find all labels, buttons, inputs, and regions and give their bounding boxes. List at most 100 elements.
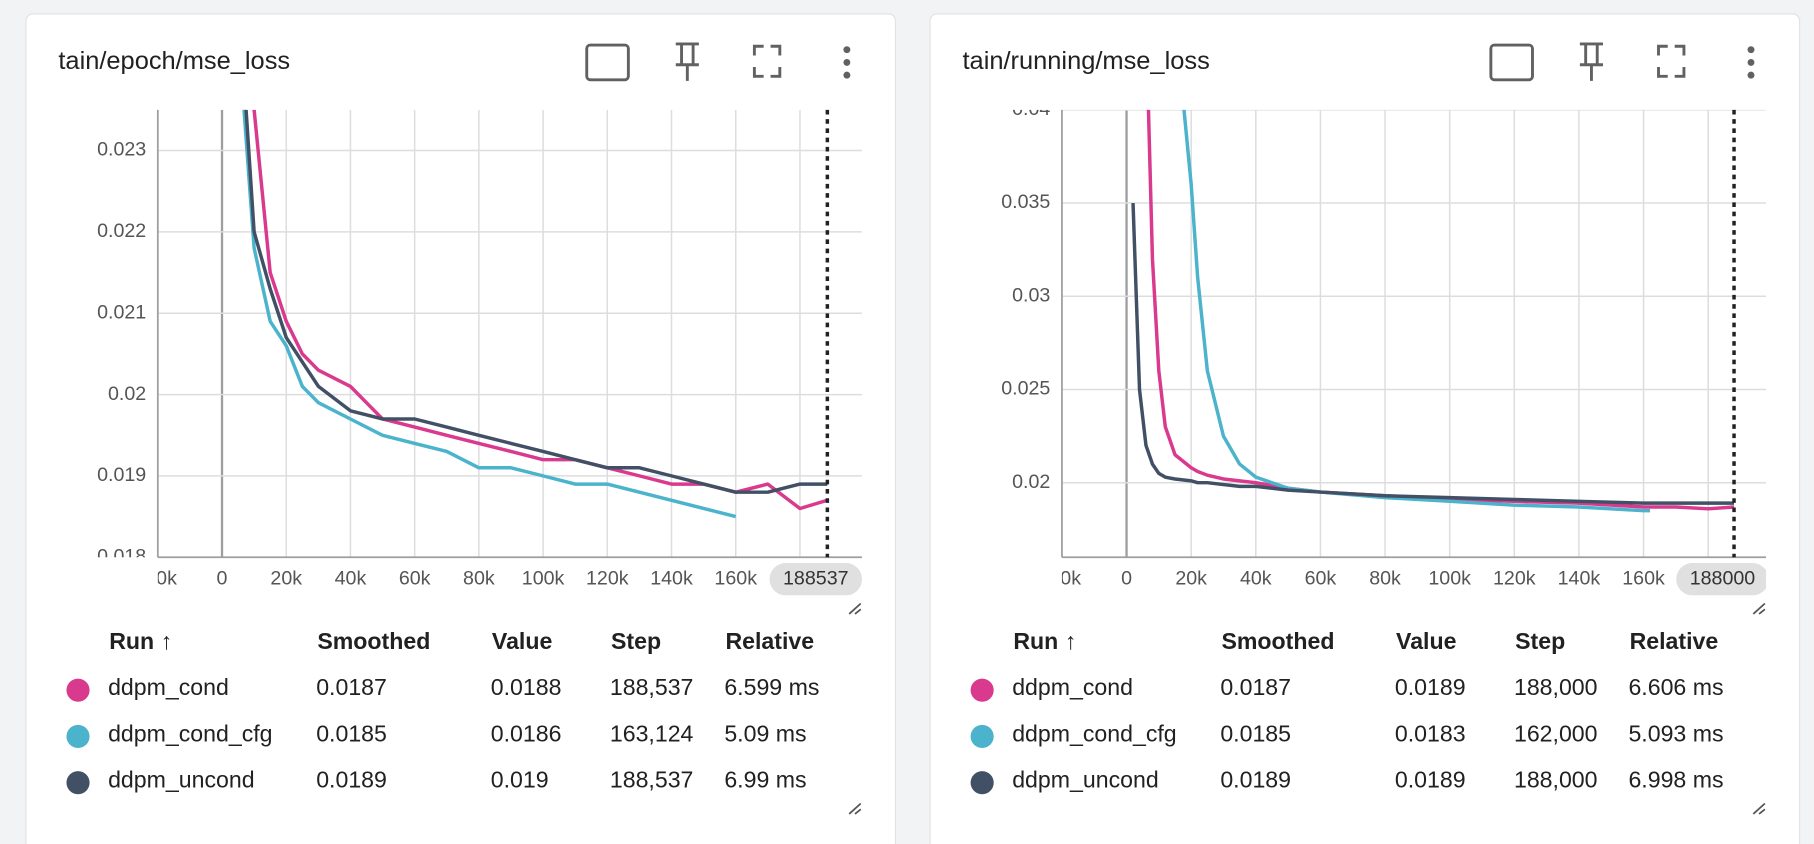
table-cell: 188,000	[1514, 674, 1598, 700]
table-cell: 0.0187	[1220, 674, 1291, 700]
x-tick-label: 40k	[1240, 567, 1272, 589]
x-tick-label: 160k	[714, 567, 757, 589]
y-tick-label: 0.022	[97, 220, 146, 242]
x-tick-label: 140k	[1558, 567, 1601, 589]
table-cell: 0.0183	[1395, 720, 1466, 746]
chart-title: tain/epoch/mse_loss	[58, 47, 290, 75]
grid	[157, 109, 862, 558]
y-tick-label: 0.035	[1001, 191, 1050, 213]
table-header: Value	[1396, 628, 1457, 654]
fullscreen-icon[interactable]	[1657, 44, 1686, 78]
toolbar[interactable]	[1489, 42, 1755, 82]
x-tick-label: 140k	[650, 567, 693, 589]
y-tick-label: 0.025	[1001, 378, 1050, 400]
run-swatch	[970, 724, 994, 749]
table-cell: 162,000	[1514, 720, 1598, 746]
table-cell: 0.0189	[1395, 767, 1466, 793]
table-cell: 0.019	[491, 767, 549, 793]
table-header: Run ↑	[1013, 628, 1076, 654]
table-header: Run ↑	[109, 628, 172, 654]
run-name: ddpm_cond	[1012, 674, 1133, 700]
x-tick-label: 20k	[270, 567, 302, 589]
x-tick-label: 60k	[399, 567, 431, 589]
table-cell: 0.0189	[316, 767, 387, 793]
table-cell: 6.599 ms	[724, 674, 819, 700]
fit-icon[interactable]	[1489, 43, 1534, 82]
menu-icon[interactable]	[1747, 46, 1755, 79]
table-cell: 188,537	[610, 767, 694, 793]
table-header: Step	[1515, 628, 1565, 654]
series-line	[242, 109, 737, 519]
table-cell: 0.0185	[1220, 720, 1291, 746]
x-tick-label: 160k	[1622, 567, 1665, 589]
y-ticks: 0.018 0.019 0.02 0.021 0.022 0.023	[97, 139, 146, 567]
table-cell: 163,124	[610, 720, 694, 746]
x-tick-label: 0	[1121, 567, 1132, 589]
cursor-pill-bg	[1676, 563, 1767, 596]
chart-title: tain/running/mse_loss	[962, 47, 1209, 75]
table-cell: 188,000	[1514, 767, 1598, 793]
y-tick-label: 0.018	[97, 545, 146, 567]
x-tick-label: 40k	[335, 567, 367, 589]
table-header: Relative	[725, 628, 814, 654]
x-tick-label: 80k	[1369, 567, 1401, 589]
table-cell: 6.998 ms	[1628, 767, 1723, 793]
table-cell: 0.0189	[1395, 674, 1466, 700]
table-header: Smoothed	[1221, 628, 1334, 654]
toolbar[interactable]	[585, 42, 851, 82]
run-swatch	[66, 771, 90, 795]
cursor-pill: 188537	[769, 563, 862, 596]
y-ticks: 0.02 0.025 0.03 0.035 0.04	[1001, 110, 1050, 493]
x-tick-label: 100k	[1428, 567, 1471, 589]
run-name: ddpm_cond_cfg	[1012, 720, 1176, 746]
lines	[1131, 109, 1735, 513]
x-tick-label: 20k	[1175, 567, 1207, 589]
x-ticks: -20k020k40k60k80k100k120k140k160k180k	[139, 567, 822, 589]
y-tick-label: 0.023	[97, 139, 146, 161]
run-swatch	[970, 771, 994, 795]
y-tick-label: 0.021	[97, 301, 146, 323]
series-line	[244, 109, 828, 494]
card	[929, 13, 1801, 844]
menu-icon[interactable]	[843, 46, 851, 79]
x-tick-label: 0	[217, 567, 228, 589]
y-tick-label: 0.03	[1012, 284, 1050, 306]
run-name: ddpm_cond_cfg	[108, 720, 272, 746]
table-header: Relative	[1630, 628, 1719, 654]
table-header: Value	[492, 628, 553, 654]
table-cell: 0.0188	[491, 674, 562, 700]
series-line	[1131, 202, 1735, 505]
run-name: ddpm_uncond	[108, 767, 254, 793]
x-tick-label: 100k	[522, 567, 565, 589]
x-tick-label: 120k	[1493, 567, 1536, 589]
x-tick-label: 80k	[463, 567, 495, 589]
run-swatch	[66, 678, 90, 702]
pin-icon[interactable]	[675, 42, 699, 81]
run-name: ddpm_uncond	[1012, 767, 1158, 793]
y-tick-label: 0.02	[1012, 471, 1050, 493]
lines	[242, 109, 828, 519]
table-header: Step	[611, 628, 661, 654]
resize-handle	[848, 602, 862, 815]
table-cell: 0.0185	[316, 720, 387, 746]
table-cell: 6.606 ms	[1628, 674, 1723, 700]
card-bg	[929, 13, 1801, 844]
run-swatch	[66, 724, 90, 749]
cursor-label: 188000	[1690, 567, 1756, 589]
table-cell: 5.09 ms	[724, 720, 806, 746]
series-line	[1182, 109, 1651, 513]
x-tick-label: -20k	[1043, 567, 1081, 589]
pin-icon[interactable]	[1579, 42, 1604, 81]
series-line	[1146, 109, 1735, 511]
y-tick-label: 0.02	[108, 383, 146, 405]
cursor-pill-bg	[769, 563, 862, 596]
table-cell: 0.0186	[491, 720, 562, 746]
run-swatch	[970, 678, 994, 702]
x-tick-label: -20k	[139, 567, 177, 589]
fullscreen-icon[interactable]	[752, 44, 782, 78]
run-name: ddpm_cond	[108, 674, 229, 700]
grid	[1061, 109, 1767, 558]
table-cell: 0.0187	[316, 674, 387, 700]
fit-icon[interactable]	[585, 43, 630, 82]
